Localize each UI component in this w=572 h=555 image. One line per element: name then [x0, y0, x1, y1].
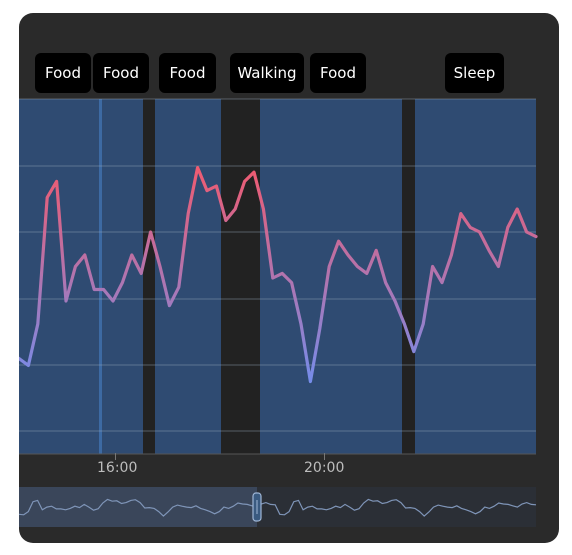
activity-tag-food-3[interactable]: Food [159, 53, 216, 93]
activity-tag-sleep[interactable]: Sleep [445, 53, 504, 93]
activity-tag-food-2[interactable]: Food [93, 53, 149, 93]
x-tick [115, 453, 116, 460]
heart-rate-series-line [19, 166, 538, 384]
activity-band [415, 99, 536, 454]
grid-lines [19, 98, 536, 432]
x-tick-label-16: 16:00 [97, 460, 138, 476]
activity-tag-food-1[interactable]: Food [35, 53, 91, 93]
heart-rate-chart[interactable] [19, 13, 559, 543]
heart-rate-card: Food Food Food Walking Food Sleep 16:00 … [19, 13, 559, 543]
activity-band [155, 99, 221, 454]
range-navigator[interactable] [19, 487, 537, 527]
navigator-selected-range[interactable] [19, 487, 257, 527]
activity-tag-walking[interactable]: Walking [230, 53, 304, 93]
activity-band [260, 99, 402, 454]
activity-band [19, 99, 143, 454]
activity-bands [19, 99, 536, 454]
x-tick [324, 453, 325, 460]
x-tick-label-20: 20:00 [304, 460, 345, 476]
activity-band-marker [99, 99, 102, 454]
activity-tag-food-4[interactable]: Food [310, 53, 366, 93]
navigator-series-line [19, 498, 537, 517]
